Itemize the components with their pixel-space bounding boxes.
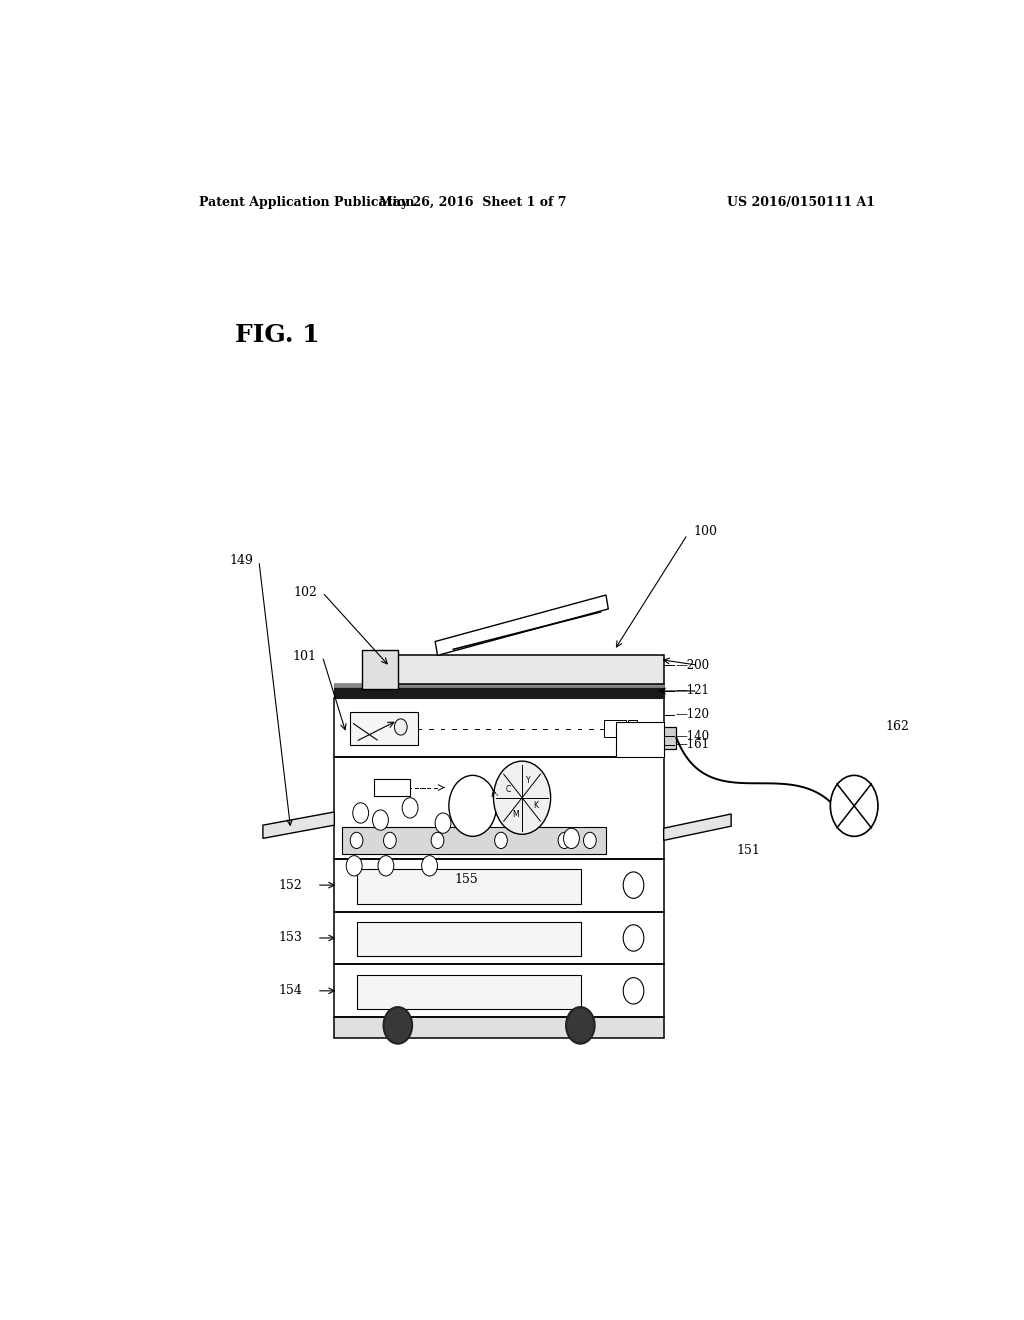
Bar (628, 721, 638, 737)
Bar (357, 923, 582, 957)
Circle shape (624, 925, 644, 952)
Bar (357, 870, 582, 904)
Text: Patent Application Publication: Patent Application Publication (200, 195, 415, 209)
Bar (334, 859, 664, 912)
Bar (334, 758, 664, 859)
Text: C: C (506, 785, 511, 795)
Text: 154: 154 (279, 985, 303, 998)
Bar (334, 965, 664, 1018)
Circle shape (431, 833, 443, 849)
Circle shape (830, 775, 878, 837)
Text: —140: —140 (676, 730, 710, 743)
Text: 153: 153 (279, 932, 303, 945)
Polygon shape (342, 828, 606, 854)
Text: 149: 149 (229, 554, 253, 568)
Circle shape (378, 855, 394, 876)
Text: —200: —200 (676, 659, 710, 672)
Circle shape (402, 797, 418, 818)
Bar (334, 682, 664, 686)
Circle shape (422, 855, 437, 876)
Bar (604, 721, 627, 737)
Text: May 26, 2016  Sheet 1 of 7: May 26, 2016 Sheet 1 of 7 (380, 195, 567, 209)
Bar (334, 698, 664, 758)
Text: 100: 100 (693, 525, 717, 539)
Text: —161: —161 (676, 738, 710, 751)
Bar (365, 656, 664, 684)
Circle shape (350, 833, 362, 849)
Circle shape (495, 833, 507, 849)
Text: M: M (512, 810, 519, 820)
Circle shape (346, 855, 362, 876)
Text: 155: 155 (455, 873, 478, 886)
Text: 101: 101 (293, 649, 316, 663)
Bar (357, 975, 582, 1010)
Polygon shape (263, 812, 334, 838)
Bar (663, 726, 677, 748)
Bar (374, 779, 411, 796)
Circle shape (494, 762, 551, 834)
Polygon shape (616, 722, 664, 758)
Bar (334, 1018, 664, 1038)
Circle shape (384, 833, 396, 849)
Text: US 2016/0150111 A1: US 2016/0150111 A1 (727, 195, 876, 209)
Text: 162: 162 (886, 721, 909, 733)
Circle shape (449, 775, 497, 837)
Circle shape (373, 810, 388, 830)
Polygon shape (664, 814, 731, 841)
Text: 102: 102 (293, 586, 316, 599)
Text: FIG. 1: FIG. 1 (236, 323, 319, 347)
Circle shape (584, 833, 596, 849)
Circle shape (394, 719, 408, 735)
Text: —120: —120 (676, 708, 710, 721)
Text: Y: Y (526, 776, 530, 785)
Text: 152: 152 (279, 879, 303, 891)
Bar (334, 912, 664, 965)
Text: —121: —121 (676, 685, 710, 697)
Text: 151: 151 (736, 843, 761, 857)
Circle shape (566, 1007, 595, 1044)
Circle shape (384, 1007, 412, 1044)
Circle shape (563, 828, 580, 849)
Bar (350, 713, 418, 744)
Bar (334, 684, 664, 698)
Text: K: K (534, 801, 538, 810)
Circle shape (624, 978, 644, 1005)
Bar (362, 651, 398, 689)
Circle shape (624, 873, 644, 899)
Circle shape (435, 813, 451, 833)
Circle shape (558, 833, 570, 849)
Polygon shape (435, 595, 608, 656)
Circle shape (352, 803, 369, 824)
